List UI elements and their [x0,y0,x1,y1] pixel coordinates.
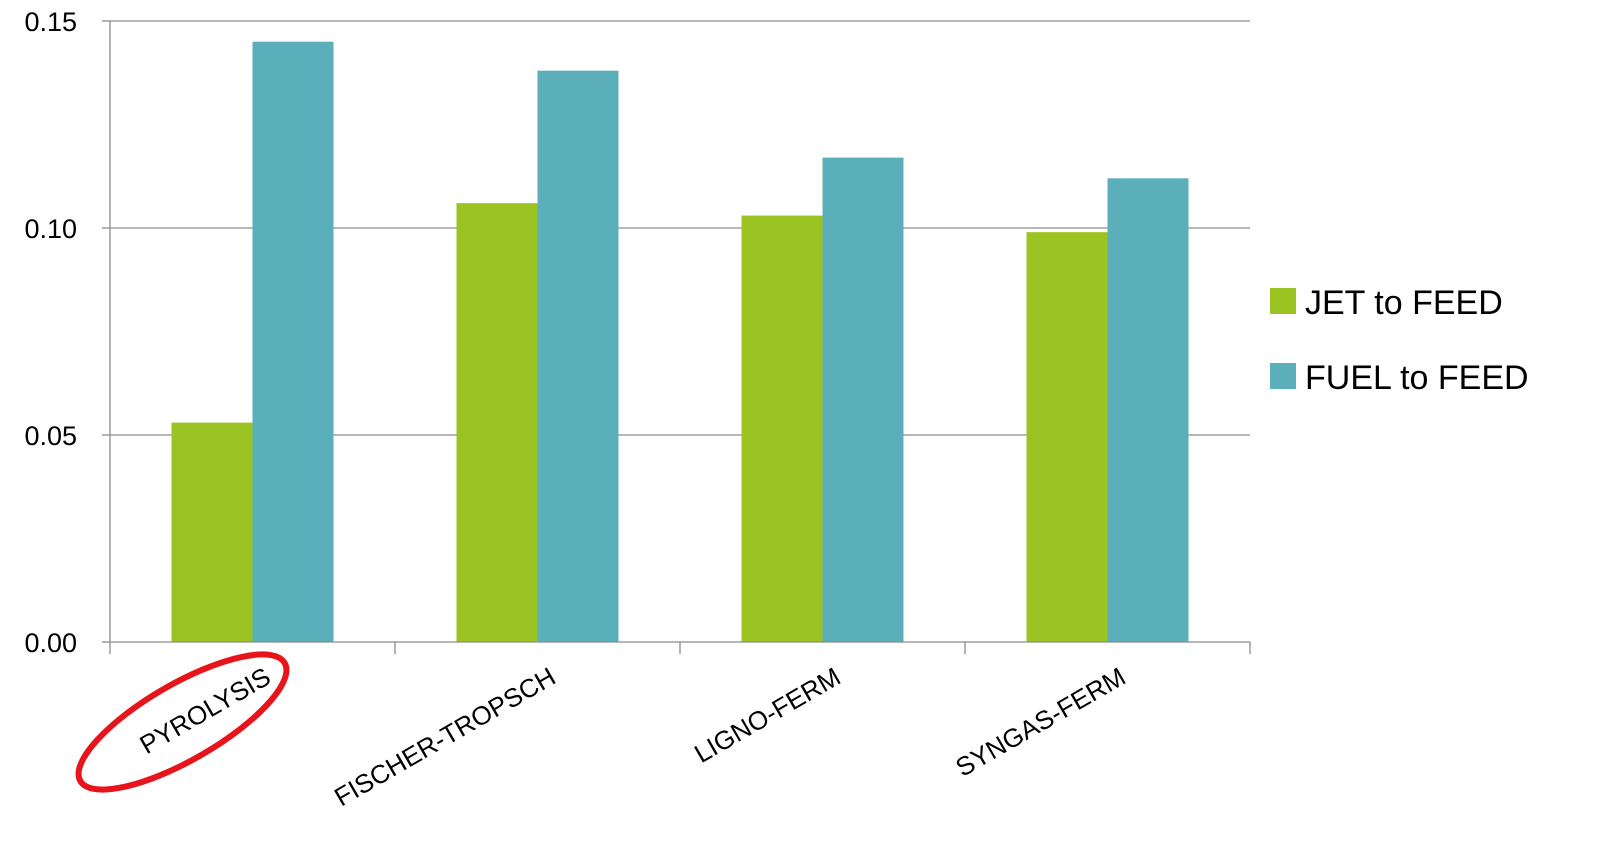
y-tick-label: 0.00 [24,628,77,658]
bar-fuel-to-feed [537,70,619,643]
highlight-ellipse [75,651,290,793]
legend: JET to FEED FUEL to FEED [1270,284,1529,397]
y-tick-label: 0.05 [24,421,77,451]
legend-label: JET to FEED [1305,284,1503,322]
legend-label: FUEL to FEED [1305,359,1529,397]
bar-fuel-to-feed [252,41,334,642]
x-category-label: PYROLYSIS [135,661,276,760]
bar-fuel-to-feed [822,157,904,642]
bar-jet-to-feed [171,422,253,642]
y-tick-label: 0.10 [24,214,77,244]
bars [171,41,1189,643]
x-category-label: FISCHER-TROPSCH [329,661,560,812]
x-category-label: LIGNO-FERM [689,661,845,769]
bar-jet-to-feed [456,203,538,642]
legend-swatch [1270,288,1296,314]
bar-jet-to-feed [741,215,823,642]
x-category-label: SYNGAS-FERM [950,661,1130,782]
bar-jet-to-feed [1026,232,1108,642]
legend-swatch [1270,363,1296,389]
y-tick-label: 0.15 [24,7,77,37]
bar-fuel-to-feed [1107,178,1189,642]
highlight-annotation [75,651,290,793]
